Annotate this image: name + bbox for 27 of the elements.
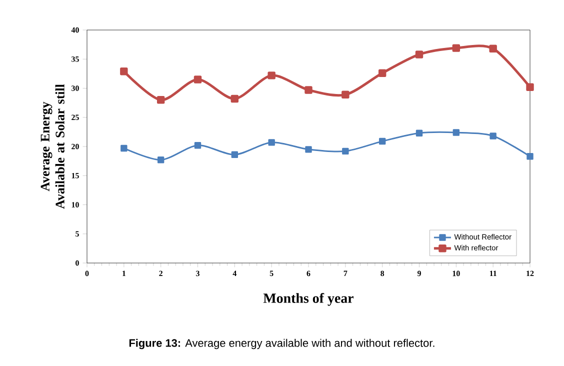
point [120,144,128,152]
point [194,142,202,149]
point [268,72,276,80]
point [268,139,275,146]
point [415,50,424,58]
point [452,129,460,136]
point [230,94,239,103]
point [526,83,534,91]
text: Figure 13: Average energy available with and without reflector. [129,338,434,350]
point [489,44,497,52]
point [342,90,350,99]
point [231,151,238,158]
point [342,148,349,155]
point [304,86,312,94]
point [526,153,534,160]
point [490,132,496,140]
y-axis-title: Average Energy Available at Solar still [40,84,64,209]
point [156,96,165,104]
point [120,68,128,76]
point [378,138,386,145]
point [416,130,423,136]
point [157,156,164,164]
point [305,146,312,153]
x-axis-title: Months of year [263,292,354,306]
point [194,76,202,84]
point [378,69,386,77]
point [452,44,460,52]
